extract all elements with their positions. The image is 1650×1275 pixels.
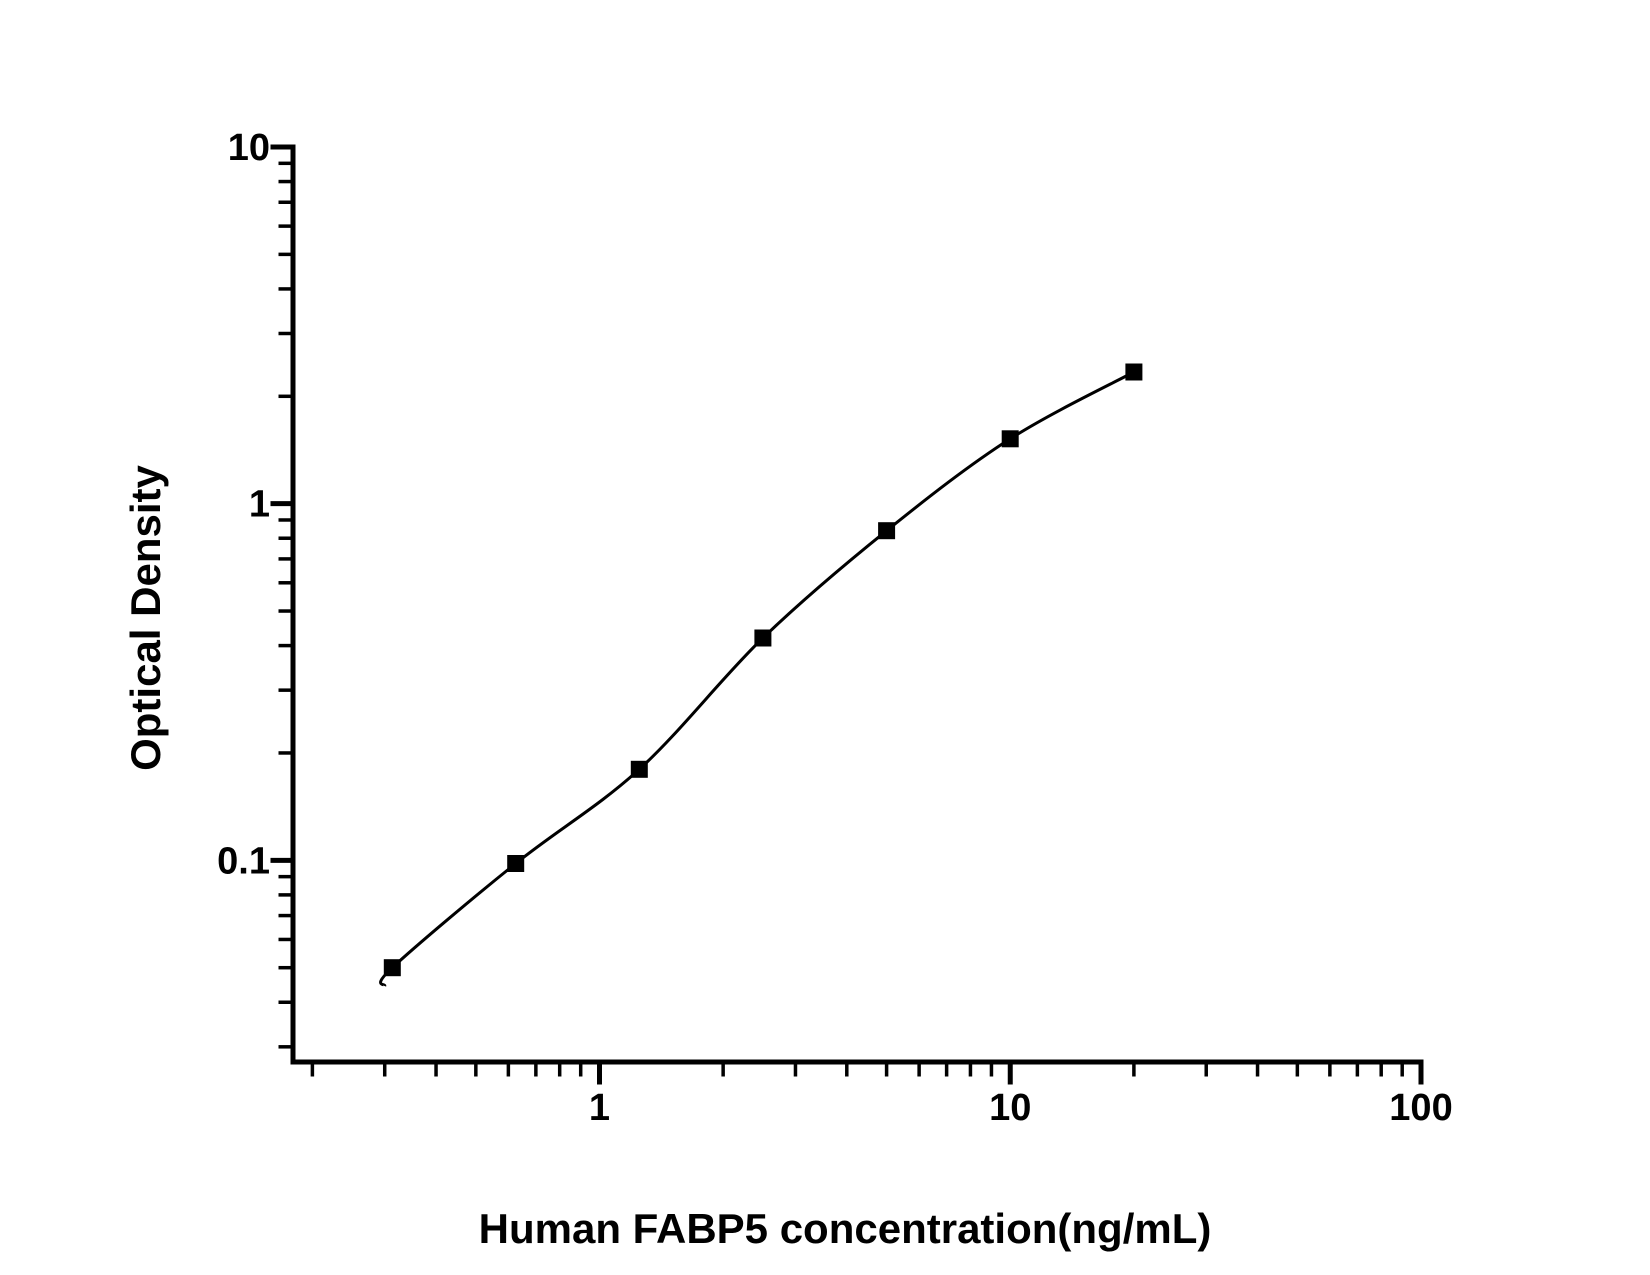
data-point-marker xyxy=(383,959,401,977)
axes-frame xyxy=(290,144,1424,1065)
data-point-marker xyxy=(507,855,525,872)
x-axis-title: Human FABP5 concentration(ng/mL) xyxy=(479,1205,1212,1252)
plot-layer: 1 10 100 0.1 1 10 xyxy=(217,127,1453,1129)
y-tick-label: 10 xyxy=(228,127,270,169)
standard-curve-line xyxy=(379,370,1135,987)
data-point-marker xyxy=(1001,430,1019,448)
data-point-marker xyxy=(630,760,648,778)
y-tick-label: 0.1 xyxy=(217,840,270,882)
data-point-marker xyxy=(878,522,896,540)
x-tick-label: 100 xyxy=(1389,1087,1452,1129)
data-point-marker xyxy=(1125,363,1143,381)
x-tick-label: 10 xyxy=(989,1087,1031,1129)
x-tick-label: 1 xyxy=(589,1087,610,1129)
y-axis-title: Optical Density xyxy=(122,464,169,770)
data-point-marker xyxy=(754,629,772,647)
y-tick-label: 1 xyxy=(249,484,270,526)
